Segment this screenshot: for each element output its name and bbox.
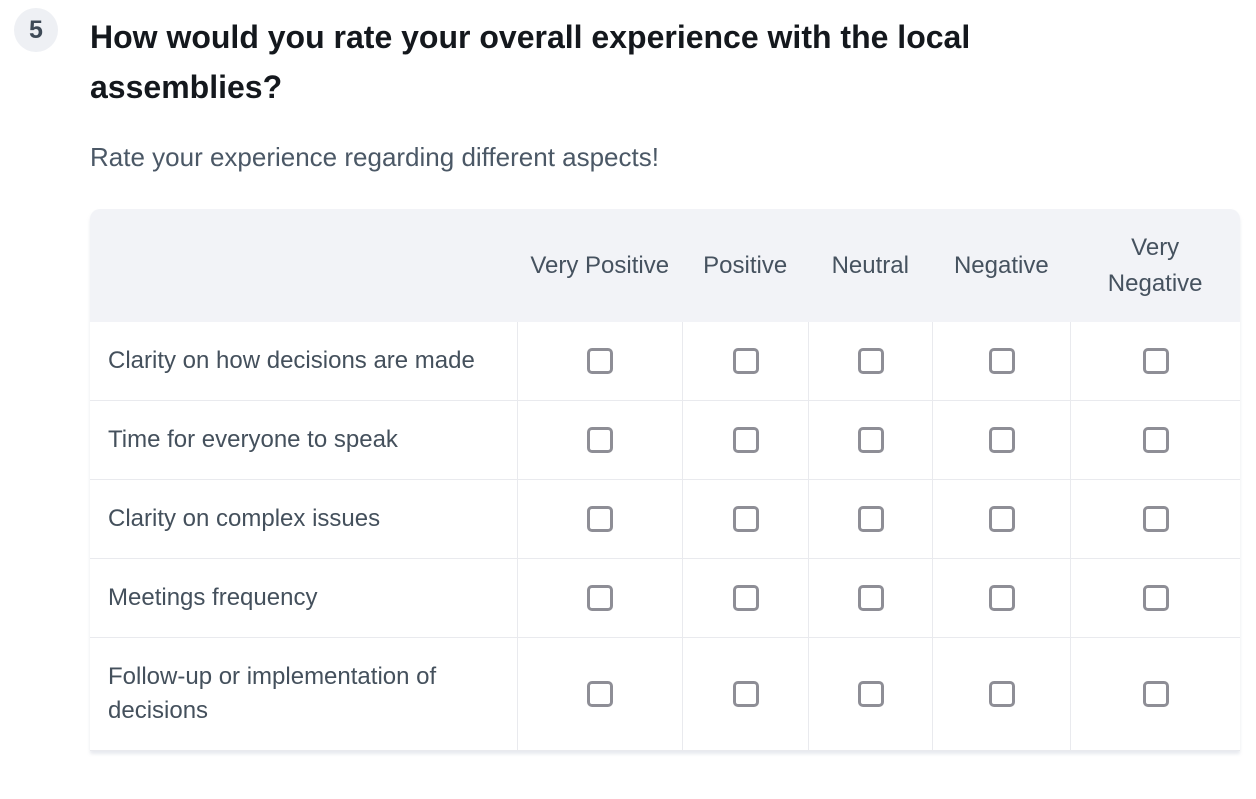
matrix-cell	[682, 401, 809, 480]
checkbox-row4-very-negative[interactable]	[1142, 585, 1169, 611]
matrix-cell	[808, 322, 933, 401]
checkbox-row2-very-negative[interactable]	[1142, 427, 1169, 453]
matrix-cell	[682, 322, 809, 401]
matrix-cell	[932, 638, 1071, 751]
matrix-cell	[1070, 401, 1240, 480]
checkbox-row3-very-positive[interactable]	[587, 506, 614, 532]
matrix-row-label: Clarity on how decisions are made	[90, 322, 518, 401]
matrix-header-row: Very Positive Positive Neutral Negative …	[90, 209, 1240, 322]
rating-matrix-table: Very Positive Positive Neutral Negative …	[90, 209, 1240, 751]
matrix-column-header-very-positive: Very Positive	[517, 209, 683, 322]
matrix-cell	[1070, 322, 1240, 401]
matrix-column-header-positive: Positive	[682, 209, 809, 322]
matrix-cell	[932, 480, 1071, 559]
checkbox-row5-very-negative[interactable]	[1142, 681, 1169, 707]
matrix-cell	[682, 559, 809, 638]
checkbox-row1-very-positive[interactable]	[587, 348, 614, 374]
matrix-cell	[808, 480, 933, 559]
matrix-column-header-very-negative: Very Negative	[1070, 209, 1240, 322]
matrix-cell	[808, 638, 933, 751]
matrix-cell	[932, 322, 1071, 401]
matrix-cell	[517, 401, 683, 480]
matrix-column-header-neutral: Neutral	[808, 209, 933, 322]
checkbox-row5-negative[interactable]	[988, 681, 1015, 707]
checkbox-row1-positive[interactable]	[732, 348, 759, 374]
matrix-row-meetings-frequency: Meetings frequency	[90, 559, 1240, 638]
matrix-row-label: Time for everyone to speak	[90, 401, 518, 480]
matrix-row-label: Follow-up or implementation of decisions	[90, 638, 518, 751]
question-title: How would you rate your overall experien…	[90, 19, 971, 105]
matrix-cell	[808, 401, 933, 480]
checkbox-row4-positive[interactable]	[732, 585, 759, 611]
matrix-row-decisions-made: Clarity on how decisions are made	[90, 322, 1240, 401]
checkbox-row5-positive[interactable]	[732, 681, 759, 707]
checkbox-row2-positive[interactable]	[732, 427, 759, 453]
checkbox-row4-neutral[interactable]	[857, 585, 884, 611]
question-content: How would you rate your overall experien…	[90, 0, 1256, 751]
matrix-cell	[932, 401, 1071, 480]
matrix-row-label: Clarity on complex issues	[90, 480, 518, 559]
matrix-row-complex-issues: Clarity on complex issues	[90, 480, 1240, 559]
checkbox-row1-negative[interactable]	[988, 348, 1015, 374]
matrix-cell	[808, 559, 933, 638]
checkbox-row4-very-positive[interactable]	[587, 585, 614, 611]
matrix-cell	[682, 638, 809, 751]
matrix-cell	[1070, 480, 1240, 559]
matrix-row-time-to-speak: Time for everyone to speak	[90, 401, 1240, 480]
matrix-row-follow-up: Follow-up or implementation of decisions	[90, 638, 1240, 751]
checkbox-row3-neutral[interactable]	[857, 506, 884, 532]
checkbox-row2-very-positive[interactable]	[587, 427, 614, 453]
checkbox-row2-negative[interactable]	[988, 427, 1015, 453]
checkbox-row2-neutral[interactable]	[857, 427, 884, 453]
matrix-row-label: Meetings frequency	[90, 559, 518, 638]
checkbox-row3-positive[interactable]	[732, 506, 759, 532]
checkbox-row5-neutral[interactable]	[857, 681, 884, 707]
question-number: 5	[29, 15, 43, 44]
checkbox-row3-negative[interactable]	[988, 506, 1015, 532]
question-subtitle: Rate your experience regarding different…	[90, 142, 659, 172]
matrix-corner-cell	[90, 209, 518, 322]
matrix-cell	[682, 480, 809, 559]
checkbox-row5-very-positive[interactable]	[587, 681, 614, 707]
checkbox-row3-very-negative[interactable]	[1142, 506, 1169, 532]
matrix-cell	[1070, 559, 1240, 638]
matrix-cell	[517, 322, 683, 401]
matrix-cell	[517, 559, 683, 638]
checkbox-row1-very-negative[interactable]	[1142, 348, 1169, 374]
matrix-cell	[1070, 638, 1240, 751]
checkbox-row1-neutral[interactable]	[857, 348, 884, 374]
question-number-badge: 5	[14, 8, 58, 52]
matrix-column-header-negative: Negative	[932, 209, 1071, 322]
matrix-cell	[517, 638, 683, 751]
matrix-cell	[517, 480, 683, 559]
checkbox-row4-negative[interactable]	[988, 585, 1015, 611]
matrix-cell	[932, 559, 1071, 638]
